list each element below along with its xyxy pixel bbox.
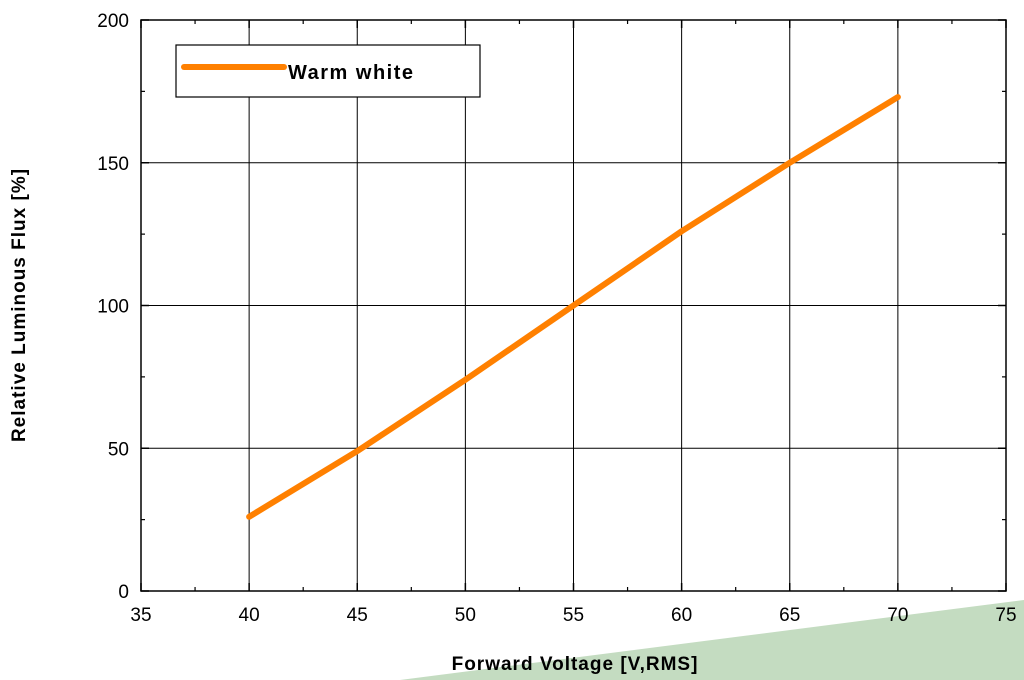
- x-tick-label: 50: [455, 605, 476, 626]
- series-line-warm-white: [246, 94, 901, 520]
- ticks: 35 40 45 50 55 60 65 70 75 0 50 100 150 200: [97, 11, 1016, 626]
- x-tick-label: 75: [995, 605, 1016, 626]
- x-tick-label: 65: [779, 605, 800, 626]
- x-tick-label: 70: [887, 605, 908, 626]
- y-tick-label: 50: [108, 439, 129, 460]
- y-tick-label: 150: [97, 154, 129, 175]
- x-tick-label: 35: [130, 605, 151, 626]
- legend-label: Warm white: [288, 62, 415, 84]
- x-tick-label: 40: [239, 605, 260, 626]
- decorative-green-band: [400, 600, 1024, 680]
- legend: Warm white: [175, 44, 481, 98]
- series: [246, 94, 901, 520]
- y-tick-label: 200: [97, 11, 129, 32]
- y-axis-title: Relative Luminous Flux [%]: [9, 168, 30, 442]
- legend-box: [175, 44, 481, 98]
- x-tick-label: 60: [671, 605, 692, 626]
- x-axis-title: Forward Voltage [V,RMS]: [452, 654, 699, 675]
- x-tick-label: 55: [563, 605, 584, 626]
- y-tick-label: 0: [118, 582, 129, 603]
- x-tick-label: 45: [347, 605, 368, 626]
- y-tick-label: 100: [97, 297, 129, 318]
